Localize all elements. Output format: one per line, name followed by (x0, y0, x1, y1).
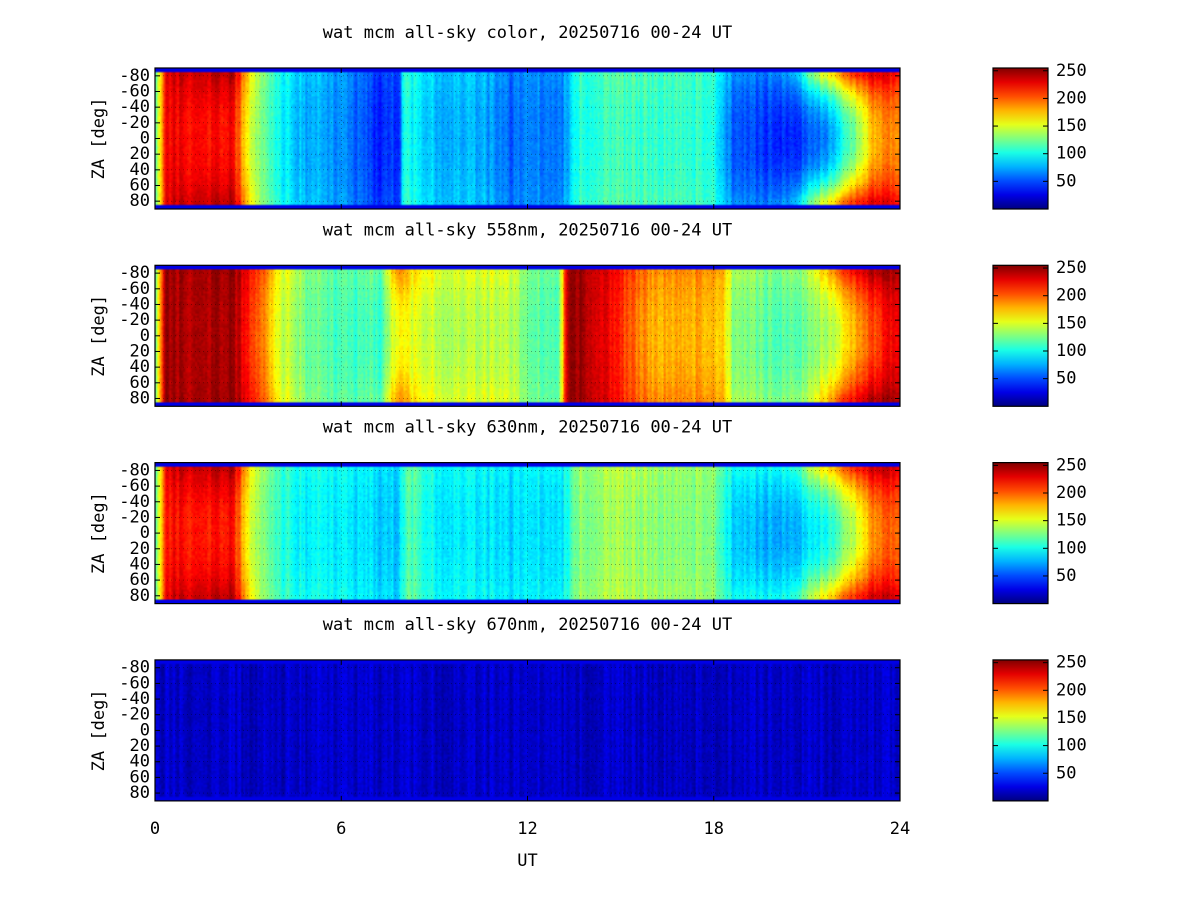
colorbar-tick-label: 200 (1056, 680, 1087, 700)
y-tick-label: 20 (130, 144, 150, 164)
colorbar-tick-label: 150 (1056, 313, 1087, 333)
colorbar-tick-label: 100 (1056, 341, 1087, 361)
y-tick-label: 0 (140, 523, 150, 543)
x-tick-label: 6 (336, 819, 346, 839)
y-tick-label: -80 (119, 460, 150, 480)
colorbar (992, 462, 1049, 605)
panel-2: wat mcm all-sky 558nm, 20250716 00-24 UT… (89, 220, 1087, 408)
colorbar-tick-label: 100 (1056, 736, 1087, 756)
y-tick-label: -60 (119, 279, 150, 299)
colorbar-tick-label: 250 (1056, 455, 1087, 475)
colorbar (992, 264, 1049, 407)
y-tick-label: 80 (130, 388, 150, 408)
y-tick-label: 40 (130, 160, 150, 180)
panel-title: wat mcm all-sky 630nm, 20250716 00-24 UT (323, 418, 732, 438)
y-tick-label: -60 (119, 82, 150, 102)
colorbar-tick-label: 150 (1056, 708, 1087, 728)
y-tick-label: -80 (119, 66, 150, 86)
y-tick-label: -40 (119, 689, 150, 709)
y-tick-label: -40 (119, 97, 150, 117)
x-tick-label: 0 (150, 819, 160, 839)
y-tick-label: 0 (140, 129, 150, 149)
y-tick-label: -20 (119, 310, 150, 330)
y-tick-label: -20 (119, 113, 150, 133)
x-tick-label: 24 (890, 819, 910, 839)
colorbar-tick-label: 50 (1056, 171, 1076, 191)
colorbar-tick-label: 100 (1056, 144, 1087, 164)
colorbar-tick-label: 150 (1056, 116, 1087, 136)
y-tick-label: -80 (119, 658, 150, 678)
y-tick-label: -60 (119, 476, 150, 496)
y-tick-label: 20 (130, 736, 150, 756)
colorbar (992, 67, 1049, 210)
colorbar-tick-label: 250 (1056, 653, 1087, 673)
y-axis-label: ZA [deg] (89, 98, 109, 180)
y-tick-label: 60 (130, 373, 150, 393)
y-tick-label: -20 (119, 507, 150, 527)
y-tick-label: -80 (119, 263, 150, 283)
y-tick-label: -40 (119, 492, 150, 512)
panel-title: wat mcm all-sky color, 20250716 00-24 UT (323, 23, 732, 43)
x-axis-label: UT (517, 851, 537, 871)
y-tick-label: 40 (130, 752, 150, 772)
y-tick-label: 80 (130, 586, 150, 606)
y-tick-label: 40 (130, 357, 150, 377)
colorbar-tick-label: 150 (1056, 511, 1087, 531)
colorbar-tick-label: 200 (1056, 88, 1087, 108)
colorbar-tick-label: 50 (1056, 566, 1076, 586)
y-tick-label: 80 (130, 191, 150, 211)
colorbar-tick-label: 50 (1056, 369, 1076, 389)
y-tick-label: 0 (140, 326, 150, 346)
colorbar-tick-label: 50 (1056, 763, 1076, 783)
colorbar-tick-label: 200 (1056, 286, 1087, 306)
colorbar-tick-label: 250 (1056, 258, 1087, 278)
y-tick-label: 60 (130, 767, 150, 787)
y-axis-label: ZA [deg] (89, 492, 109, 574)
colorbar (992, 659, 1049, 802)
panel-title: wat mcm all-sky 670nm, 20250716 00-24 UT (323, 615, 732, 635)
y-tick-label: -40 (119, 294, 150, 314)
panel-1: wat mcm all-sky color, 20250716 00-24 UT… (89, 23, 1087, 211)
y-tick-label: 80 (130, 783, 150, 803)
y-axis-label: ZA [deg] (89, 295, 109, 377)
panel-4: wat mcm all-sky 670nm, 20250716 00-24 UT… (89, 615, 1087, 871)
y-tick-label: -20 (119, 705, 150, 725)
y-tick-label: 40 (130, 554, 150, 574)
y-tick-label: -60 (119, 673, 150, 693)
colorbar-tick-label: 200 (1056, 483, 1087, 503)
colorbar-tick-label: 100 (1056, 538, 1087, 558)
y-tick-label: 20 (130, 539, 150, 559)
y-tick-label: 20 (130, 341, 150, 361)
y-tick-label: 60 (130, 176, 150, 196)
colorbar-tick-label: 250 (1056, 61, 1087, 81)
y-tick-label: 60 (130, 570, 150, 590)
x-tick-label: 12 (517, 819, 537, 839)
panel-title: wat mcm all-sky 558nm, 20250716 00-24 UT (323, 220, 732, 240)
x-tick-label: 18 (704, 819, 724, 839)
panel-3: wat mcm all-sky 630nm, 20250716 00-24 UT… (89, 418, 1087, 606)
y-axis-label: ZA [deg] (89, 689, 109, 771)
y-tick-label: 0 (140, 720, 150, 740)
